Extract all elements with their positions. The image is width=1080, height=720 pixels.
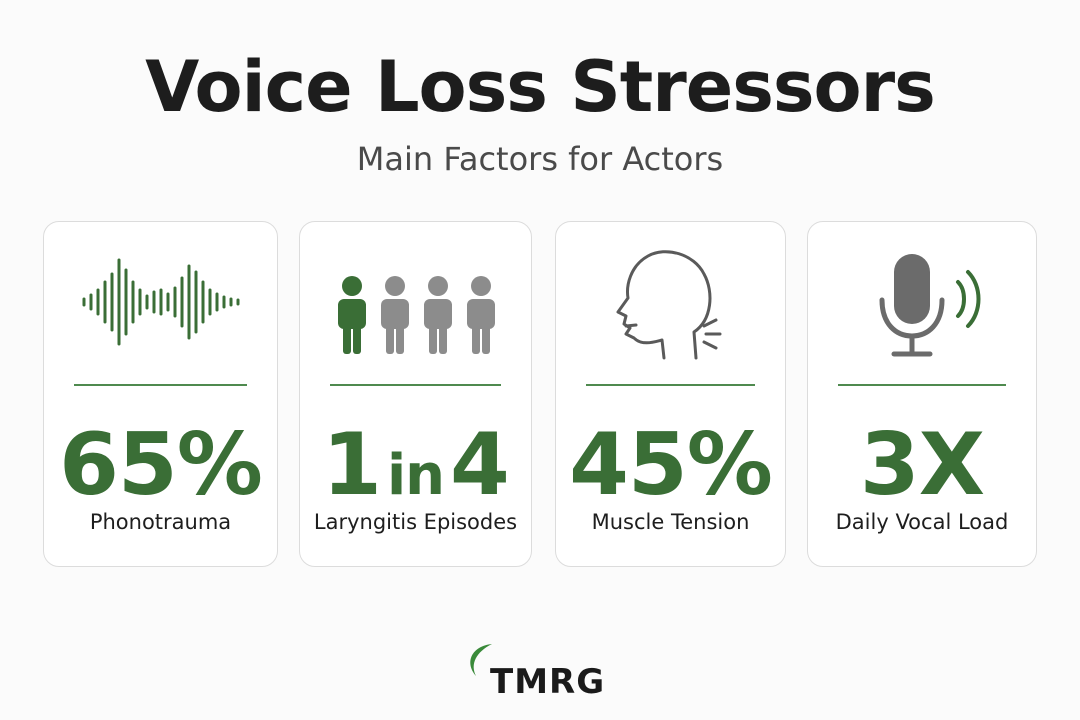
stat-card-laryngitis: 1 in4 Laryngitis Episodes bbox=[299, 221, 532, 567]
logo-text: TMRG bbox=[490, 662, 606, 702]
stat-label: Muscle Tension bbox=[591, 510, 750, 534]
tmrg-logo: TMRG bbox=[462, 640, 622, 702]
logo-swoosh-icon bbox=[470, 644, 492, 676]
stat-card-muscle-tension: 45% Muscle Tension bbox=[555, 221, 786, 567]
card-divider bbox=[330, 384, 501, 386]
card-divider bbox=[74, 384, 247, 386]
head-profile-icon bbox=[556, 222, 785, 372]
stat-value: 45% bbox=[569, 415, 773, 515]
people-icon bbox=[300, 222, 531, 372]
stat-card-vocal-load: 3X Daily Vocal Load bbox=[807, 221, 1037, 567]
stat-value: 3X bbox=[859, 415, 985, 515]
stat-value-part: 4 bbox=[450, 415, 510, 515]
stat-value: 65% bbox=[59, 415, 263, 515]
stat-value: 1 in4 bbox=[300, 422, 531, 508]
microphone-icon bbox=[808, 222, 1036, 372]
stat-card-phonotrauma: 65% Phonotrauma bbox=[43, 221, 278, 567]
page-subtitle: Main Factors for Actors bbox=[356, 140, 724, 178]
card-divider bbox=[586, 384, 755, 386]
stat-value-part: 1 bbox=[322, 415, 382, 515]
stat-label: Phonotrauma bbox=[89, 510, 232, 534]
page-title: Voice Loss Stressors bbox=[145, 46, 936, 128]
stat-label: Daily Vocal Load bbox=[835, 510, 1009, 534]
sound-wave-icon bbox=[44, 222, 277, 372]
card-divider bbox=[838, 384, 1006, 386]
stat-value-part: in bbox=[386, 443, 445, 508]
stat-label: Laryngitis Episodes bbox=[313, 510, 518, 534]
